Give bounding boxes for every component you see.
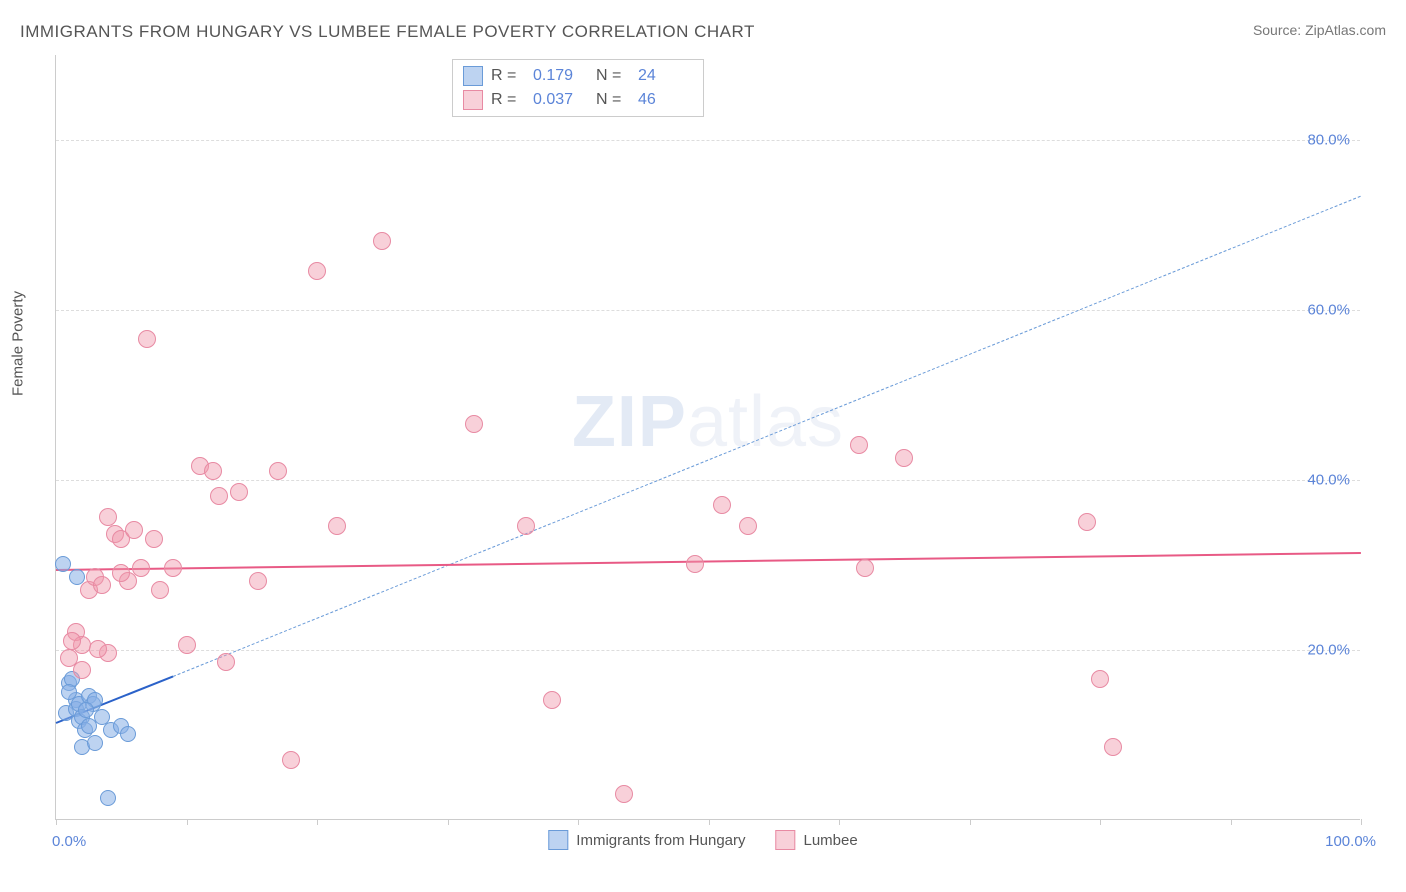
x-tick [578, 819, 579, 825]
grid-line [56, 650, 1360, 651]
y-tick-label: 60.0% [1307, 302, 1350, 319]
data-point [217, 653, 235, 671]
swatch-series2 [463, 90, 483, 110]
data-point [132, 559, 150, 577]
n-value-1: 24 [638, 67, 693, 85]
trend-line-dashed [173, 195, 1361, 676]
data-point [230, 483, 248, 501]
data-point [112, 564, 130, 582]
plot-area: ZIPatlas 20.0%40.0%60.0%80.0% [55, 55, 1360, 820]
x-axis-min-label: 0.0% [52, 833, 86, 850]
x-axis-max-label: 100.0% [1325, 833, 1376, 850]
data-point [249, 572, 267, 590]
data-point [328, 517, 346, 535]
data-point [1078, 513, 1096, 531]
r-value-2: 0.037 [533, 91, 588, 109]
data-point [615, 785, 633, 803]
x-tick [1100, 819, 1101, 825]
data-point [856, 559, 874, 577]
grid-line [56, 140, 1360, 141]
data-point [164, 559, 182, 577]
data-point [1091, 670, 1109, 688]
grid-line [56, 310, 1360, 311]
r-value-1: 0.179 [533, 67, 588, 85]
x-tick [839, 819, 840, 825]
data-point [63, 632, 81, 650]
x-tick [317, 819, 318, 825]
y-tick-label: 80.0% [1307, 132, 1350, 149]
data-point [120, 726, 136, 742]
data-point [78, 702, 94, 718]
data-point [178, 636, 196, 654]
data-point [99, 508, 117, 526]
data-point [517, 517, 535, 535]
legend-label-2: Lumbee [804, 832, 858, 849]
y-axis-title: Female Poverty [10, 291, 27, 396]
data-point [373, 232, 391, 250]
data-point [55, 556, 71, 572]
legend-label-1: Immigrants from Hungary [576, 832, 745, 849]
y-tick-label: 40.0% [1307, 472, 1350, 489]
swatch-icon [776, 830, 796, 850]
chart-title: IMMIGRANTS FROM HUNGARY VS LUMBEE FEMALE… [20, 22, 755, 42]
data-point [1104, 738, 1122, 756]
data-point [145, 530, 163, 548]
grid-line [56, 480, 1360, 481]
data-point [61, 684, 77, 700]
data-point [138, 330, 156, 348]
chart-source: Source: ZipAtlas.com [1253, 22, 1386, 38]
data-point [204, 462, 222, 480]
data-point [895, 449, 913, 467]
legend-correlation-box: R = 0.179 N = 24 R = 0.037 N = 46 [452, 59, 704, 117]
data-point [125, 521, 143, 539]
swatch-series1 [463, 66, 483, 86]
data-point [850, 436, 868, 454]
data-point [93, 576, 111, 594]
data-point [465, 415, 483, 433]
data-point [543, 691, 561, 709]
data-point [210, 487, 228, 505]
x-tick [56, 819, 57, 825]
n-value-2: 46 [638, 91, 693, 109]
data-point [739, 517, 757, 535]
y-tick-label: 20.0% [1307, 642, 1350, 659]
swatch-icon [548, 830, 568, 850]
data-point [308, 262, 326, 280]
x-tick [970, 819, 971, 825]
x-tick [709, 819, 710, 825]
x-tick [448, 819, 449, 825]
legend-row-series2: R = 0.037 N = 46 [463, 88, 693, 112]
data-point [73, 661, 91, 679]
x-tick [1231, 819, 1232, 825]
trend-line [56, 552, 1361, 571]
data-point [282, 751, 300, 769]
data-point [269, 462, 287, 480]
x-tick [187, 819, 188, 825]
legend-bottom: Immigrants from Hungary Lumbee [548, 830, 857, 850]
data-point [686, 555, 704, 573]
x-tick [1361, 819, 1362, 825]
legend-item-1: Immigrants from Hungary [548, 830, 745, 850]
legend-row-series1: R = 0.179 N = 24 [463, 64, 693, 88]
data-point [151, 581, 169, 599]
data-point [87, 735, 103, 751]
data-point [100, 790, 116, 806]
legend-item-2: Lumbee [776, 830, 858, 850]
data-point [713, 496, 731, 514]
data-point [89, 640, 107, 658]
correlation-chart: IMMIGRANTS FROM HUNGARY VS LUMBEE FEMALE… [0, 0, 1406, 892]
